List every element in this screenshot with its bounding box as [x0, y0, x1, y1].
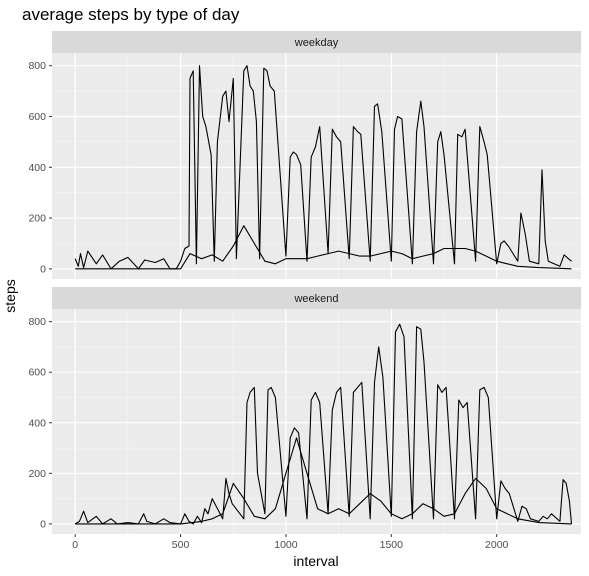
y-tick-label: 200 — [28, 213, 46, 225]
y-tick-label: 800 — [28, 60, 46, 72]
y-tick-label: 400 — [28, 162, 46, 174]
y-tick-label: 600 — [28, 111, 46, 123]
chart-title: average steps by type of day — [22, 5, 240, 24]
y-tick-label: 800 — [28, 316, 46, 328]
x-axis-title: interval — [293, 553, 338, 569]
x-tick-label: 0 — [72, 539, 78, 551]
x-tick-label: 2000 — [485, 539, 509, 551]
series-line-1 — [75, 225, 572, 270]
x-tick-label: 1000 — [274, 539, 298, 551]
panel-background — [52, 309, 581, 534]
facet-strip-label: weekday — [294, 37, 339, 49]
panel-background — [52, 53, 581, 279]
facet-strip-label: weekend — [293, 293, 338, 305]
y-tick-label: 600 — [28, 367, 46, 379]
y-tick-label: 0 — [40, 518, 46, 530]
facet-panels: weekday 0 200 400 600 800 weekend 0 200 400 600 800… — [28, 31, 581, 551]
series-line-1 — [75, 437, 572, 525]
panel-weekend: weekend 0 200 400 600 800 0 500 1000 1500 2000 — [28, 287, 581, 551]
facet-strip — [52, 31, 581, 53]
panel-weekday: weekday 0 200 400 600 800 — [28, 31, 581, 279]
y-axis-title: steps — [2, 279, 18, 312]
facet-strip — [52, 287, 581, 309]
x-tick-label: 500 — [172, 539, 190, 551]
series-line-0 — [74, 65, 572, 270]
y-tick-label: 200 — [28, 468, 46, 480]
y-tick-label: 400 — [28, 417, 46, 429]
series-line-0 — [74, 323, 573, 525]
x-tick-label: 1500 — [380, 539, 404, 551]
y-tick-label: 0 — [40, 263, 46, 275]
